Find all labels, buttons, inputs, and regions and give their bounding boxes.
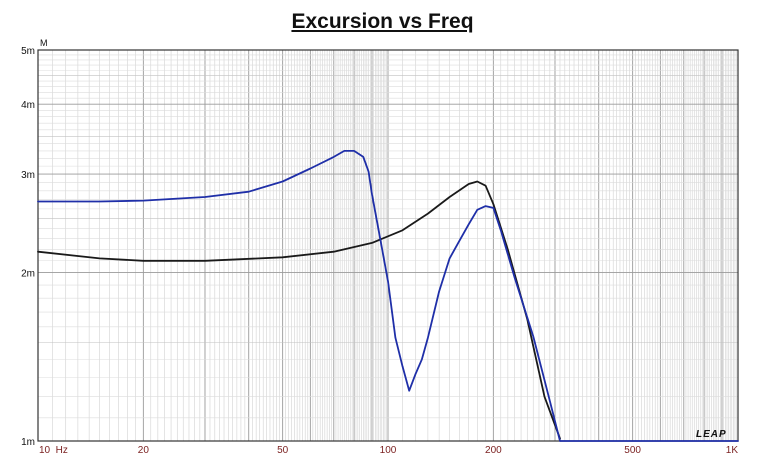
y-tick-label: 1m <box>21 437 35 448</box>
series-line-blue <box>37 149 739 442</box>
y-tick-label: 4m <box>21 100 35 111</box>
tick-layer: 10 Hz 20 50 100 200 500 1K 1m 2m 3m 4m 5m <box>21 46 738 456</box>
grid-layer <box>38 50 738 441</box>
plot-frame <box>37 49 739 442</box>
x-tick-label: 10 Hz <box>39 445 68 456</box>
x-tick-label: 1K <box>726 445 739 456</box>
leap-brand-label: LEAP <box>696 429 727 440</box>
x-tick-label: 200 <box>485 445 502 456</box>
x-tick-label: 50 <box>277 445 289 456</box>
x-tick-label: 20 <box>138 445 150 456</box>
x-tick-label: 500 <box>624 445 641 456</box>
y-tick-label: 5m <box>21 46 35 57</box>
x-tick-label: 100 <box>380 445 397 456</box>
series-line-black <box>37 180 561 440</box>
chart-title: Excursion vs Freq <box>291 10 474 33</box>
y-unit-label: M <box>40 38 48 48</box>
y-tick-label: 3m <box>21 170 35 181</box>
y-tick-label: 2m <box>21 269 35 280</box>
series-layer <box>37 149 739 442</box>
